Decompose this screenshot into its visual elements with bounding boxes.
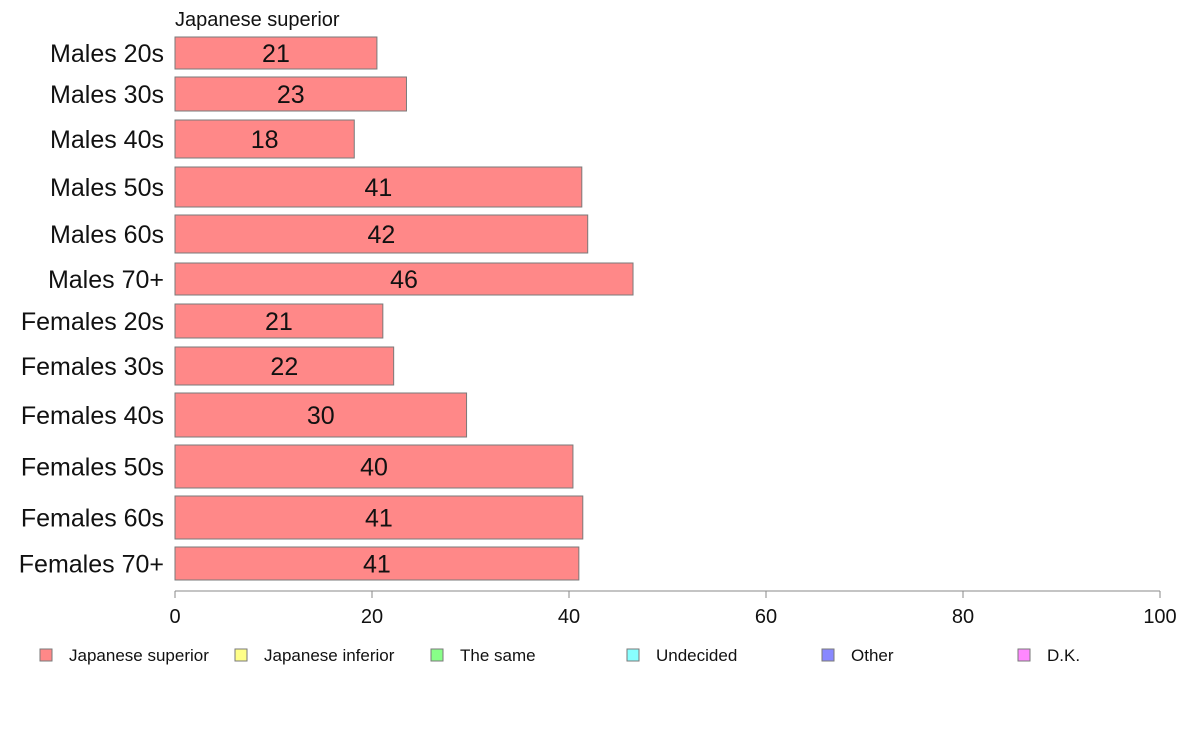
category-label: Males 40s <box>50 126 164 154</box>
category-label: Males 60s <box>50 221 164 249</box>
bar-males-30s-s0 <box>174 76 407 112</box>
category-label: Females 50s <box>21 454 164 482</box>
x-tick-label: 40 <box>558 606 580 628</box>
legend-swatch <box>39 648 53 662</box>
bar-females-50s-s0 <box>174 444 574 489</box>
bar-males-50s-s0 <box>174 166 583 208</box>
category-label: Males 70+ <box>48 266 164 294</box>
category-label: Males 50s <box>50 174 164 202</box>
legend: Japanese superior Japanese inferior The sa… <box>39 646 1080 665</box>
bar-males-20s-s0 <box>174 36 378 70</box>
series-title: Japanese superior <box>175 9 340 31</box>
bar-females-30s-s0 <box>174 346 395 386</box>
category-label: Males 30s <box>50 81 164 109</box>
bar-value-label: 21 <box>262 40 290 68</box>
x-tick-label: 100 <box>1143 606 1176 628</box>
legend-label: Japanese inferior <box>264 646 395 665</box>
bar-males-70--s0 <box>174 262 634 296</box>
x-tick-label: 80 <box>952 606 974 628</box>
legend-swatch <box>821 648 835 662</box>
legend-label: D.K. <box>1047 646 1080 665</box>
bar-value-label: 41 <box>365 505 393 533</box>
bar-value-label: 23 <box>277 81 305 109</box>
category-label: Females 30s <box>21 353 164 381</box>
bars-group <box>174 36 634 581</box>
bar-value-label: 41 <box>364 174 392 202</box>
bar-females-60s-s0 <box>174 495 584 540</box>
category-label: Females 60s <box>21 505 164 533</box>
bar-females-70--s0 <box>174 546 580 581</box>
x-tick-label: 0 <box>169 606 180 628</box>
bar-females-40s-s0 <box>174 392 468 438</box>
bar-females-20s-s0 <box>174 303 384 339</box>
x-tick-label: 60 <box>755 606 777 628</box>
category-labels-group: Males 20s Males 30s Males 40s Males 50s Male… <box>19 40 164 579</box>
bar-value-label: 42 <box>367 221 395 249</box>
legend-label: Japanese superior <box>69 646 209 665</box>
x-axis: 0 20 40 60 80 100 <box>169 590 1177 628</box>
x-tick-label: 20 <box>361 606 383 628</box>
category-label: Females 40s <box>21 402 164 430</box>
category-label: Females 20s <box>21 308 164 336</box>
bar-labels-group: 21 23 18 41 42 46 21 22 30 40 41 41 <box>251 40 418 579</box>
bar-value-label: 21 <box>265 308 293 336</box>
bar-males-60s-s0 <box>174 214 589 254</box>
category-label: Males 20s <box>50 40 164 68</box>
legend-label: The same <box>460 646 536 665</box>
bar-value-label: 46 <box>390 266 418 294</box>
legend-swatch <box>1017 648 1031 662</box>
bar-males-40s-s0 <box>174 119 355 159</box>
legend-swatch <box>626 648 640 662</box>
category-label: Females 70+ <box>19 551 164 579</box>
legend-swatch <box>234 648 248 662</box>
legend-label: Other <box>851 646 894 665</box>
legend-swatch <box>430 648 444 662</box>
bar-value-label: 18 <box>251 126 279 154</box>
bar-value-label: 30 <box>307 402 335 430</box>
legend-label: Undecided <box>656 646 737 665</box>
bar-value-label: 22 <box>270 353 298 381</box>
bar-value-label: 41 <box>363 551 391 579</box>
bar-value-label: 40 <box>360 454 388 482</box>
